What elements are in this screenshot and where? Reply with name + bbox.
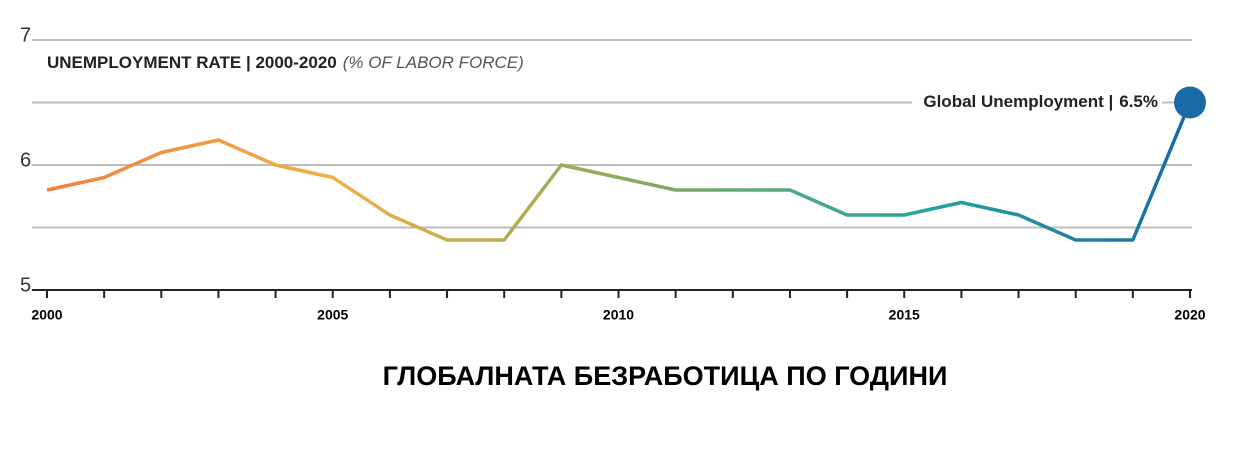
end-point: [1174, 86, 1206, 119]
x-tick-label: 2005: [317, 307, 348, 323]
line: [46, 101, 1192, 242]
annotation: Global Unemployment |: [923, 92, 1113, 111]
caption: ГЛОБАЛНАТА БЕЗРАБОТИЦА ПО ГОДИНИ: [383, 361, 948, 391]
x-tick-label: 2000: [31, 307, 62, 323]
subtitle: (% OF LABOR FORCE): [343, 53, 524, 72]
y-tick-label: 7: [20, 24, 31, 46]
chart-title: UNEMPLOYMENT RATE | 2000-2020 (% OF LABOR…: [47, 53, 524, 72]
y-tick-label: 6: [20, 149, 31, 171]
x-tick-label: 2020: [1174, 307, 1205, 323]
y-tick-label: 5: [20, 274, 31, 296]
value-label: 6.5%: [1119, 92, 1158, 111]
title: UNEMPLOYMENT RATE | 2000-2020: [47, 53, 337, 72]
label-background: [912, 91, 1162, 111]
x-tick-label: 2015: [889, 307, 920, 323]
x-tick-label: 2010: [603, 307, 634, 323]
